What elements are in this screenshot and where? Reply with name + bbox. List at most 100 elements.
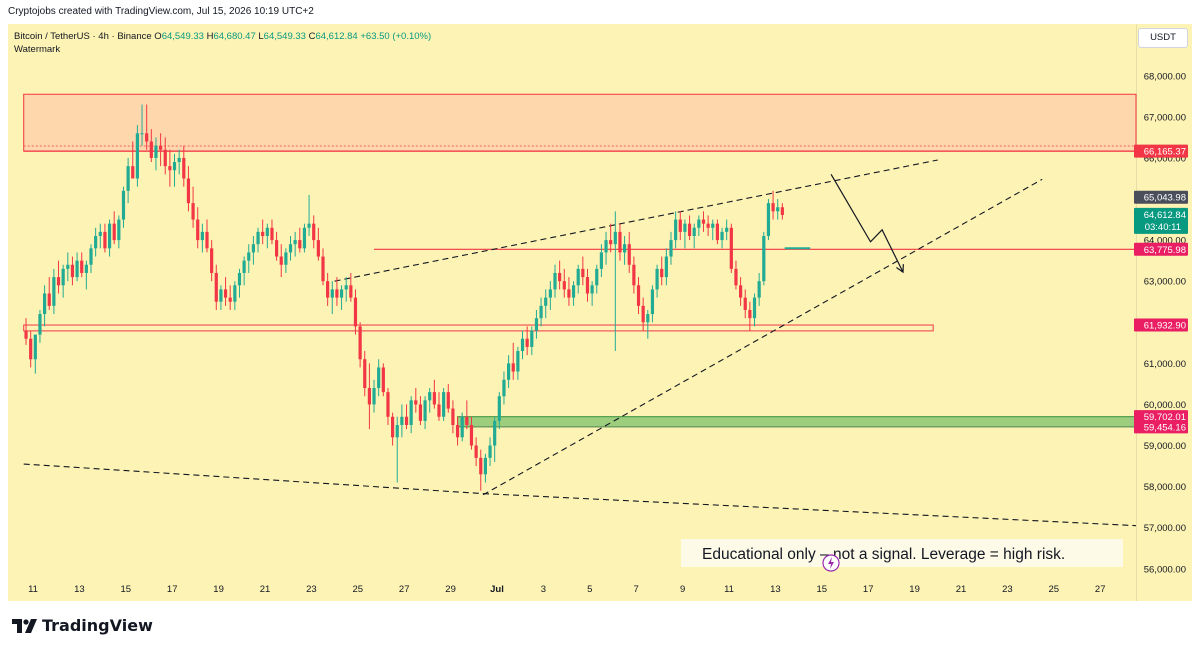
candle-body <box>191 203 195 220</box>
candle-body <box>372 388 376 405</box>
candle-body <box>525 338 529 347</box>
price-label: 59,702.01 <box>1144 412 1186 423</box>
currency-button[interactable]: USDT <box>1138 28 1188 48</box>
x-tick-label: 27 <box>1095 584 1106 595</box>
candle-body <box>766 203 771 236</box>
candle-body <box>367 388 371 405</box>
candle-body <box>432 392 436 405</box>
low-label: L <box>258 31 264 42</box>
candle-body <box>655 268 659 290</box>
candle-body <box>650 289 655 315</box>
candle-body <box>437 404 441 417</box>
candle-body <box>609 240 613 245</box>
candle-body <box>446 392 450 409</box>
candle-body <box>544 297 548 306</box>
candle-body <box>678 219 682 232</box>
brand[interactable]: TradingView <box>12 616 153 635</box>
y-tick-label: 59,000.00 <box>1144 441 1186 452</box>
candle-body <box>98 231 102 236</box>
candle-body <box>75 260 79 278</box>
price-label: 63,775.98 <box>1144 245 1186 256</box>
price-label: 66,165.37 <box>1144 147 1186 158</box>
countdown-label: 03:40:11 <box>1145 222 1181 233</box>
candle-body <box>52 277 56 306</box>
candle-body <box>725 227 729 232</box>
x-tick-label: 21 <box>260 584 271 595</box>
candle-body <box>511 363 515 372</box>
candle-body <box>623 244 627 253</box>
candle-body <box>228 297 232 302</box>
candle-body <box>483 457 487 475</box>
price-label: 61,932.90 <box>1144 321 1186 332</box>
candle-body <box>261 231 265 236</box>
candle-body <box>548 289 552 298</box>
candle-body <box>335 289 339 298</box>
candle-body <box>687 223 692 236</box>
candle-body <box>381 367 385 393</box>
x-tick-label: Jul <box>490 584 504 595</box>
candle-body <box>131 166 135 179</box>
candle-body <box>752 297 757 319</box>
zone-demand <box>23 324 934 332</box>
price-label-bg <box>1134 242 1188 256</box>
y-tick-label: 63,000.00 <box>1144 277 1186 288</box>
x-tick-label: 21 <box>956 584 967 595</box>
y-tick-label: 60,000.00 <box>1144 400 1186 411</box>
candle-body <box>516 351 520 372</box>
candle-body <box>613 231 617 245</box>
candle-body <box>186 178 191 204</box>
symbol-name[interactable]: Bitcoin / TetherUS · 4h · Binance <box>14 31 152 42</box>
candle-body <box>353 297 358 327</box>
indicator-name[interactable]: Watermark <box>14 44 61 55</box>
price-axis[interactable] <box>1136 24 1193 601</box>
x-tick-label: 23 <box>306 584 317 595</box>
candle-body <box>534 318 539 331</box>
candle-body <box>711 223 715 228</box>
y-tick-label: 57,000.00 <box>1144 523 1186 534</box>
candle-body <box>172 162 177 171</box>
candle-body <box>442 392 446 417</box>
candle-body <box>312 223 316 241</box>
candle-body <box>729 227 733 269</box>
candle-body <box>715 223 719 241</box>
candle-body <box>121 190 126 220</box>
x-tick-label: 17 <box>167 584 178 595</box>
zone-supply <box>23 93 1137 152</box>
candle-body <box>404 416 409 425</box>
candle-body <box>701 219 706 224</box>
projection-path <box>830 174 904 273</box>
candle-body <box>339 289 344 298</box>
candle-body <box>168 166 172 171</box>
candle-body <box>205 231 209 249</box>
price-label-bg <box>1134 318 1188 332</box>
trendline <box>482 178 1043 496</box>
brand-name: TradingView <box>42 616 153 635</box>
candle-body <box>493 420 497 446</box>
trendline <box>334 159 938 282</box>
candle-body <box>177 157 181 163</box>
candle-body <box>780 207 784 215</box>
candle-body <box>219 289 223 302</box>
high-label: H <box>206 31 214 42</box>
price-label-bg <box>1134 144 1188 158</box>
footer: TradingView <box>0 601 1200 648</box>
annotation-layer: Educational only – not a signal. Leverag… <box>681 539 1123 572</box>
candle-body <box>599 252 603 269</box>
candle-body <box>117 219 121 241</box>
candle-body <box>571 285 576 298</box>
high-value: 64,680.47 <box>213 31 256 42</box>
close-label: C <box>308 31 316 42</box>
candle-body <box>520 338 525 352</box>
candle-body <box>251 244 255 253</box>
candle-body <box>585 277 590 294</box>
candle-body <box>395 424 399 438</box>
candle-body <box>126 166 130 191</box>
y-tick-label: 56,000.00 <box>1144 564 1186 575</box>
candle-body <box>61 268 65 286</box>
x-tick-label: 7 <box>634 584 639 595</box>
x-tick-label: 13 <box>74 584 85 595</box>
candle-body <box>641 305 645 323</box>
candle-body <box>391 416 395 438</box>
candle-body <box>66 264 70 269</box>
candle-body <box>38 314 42 335</box>
